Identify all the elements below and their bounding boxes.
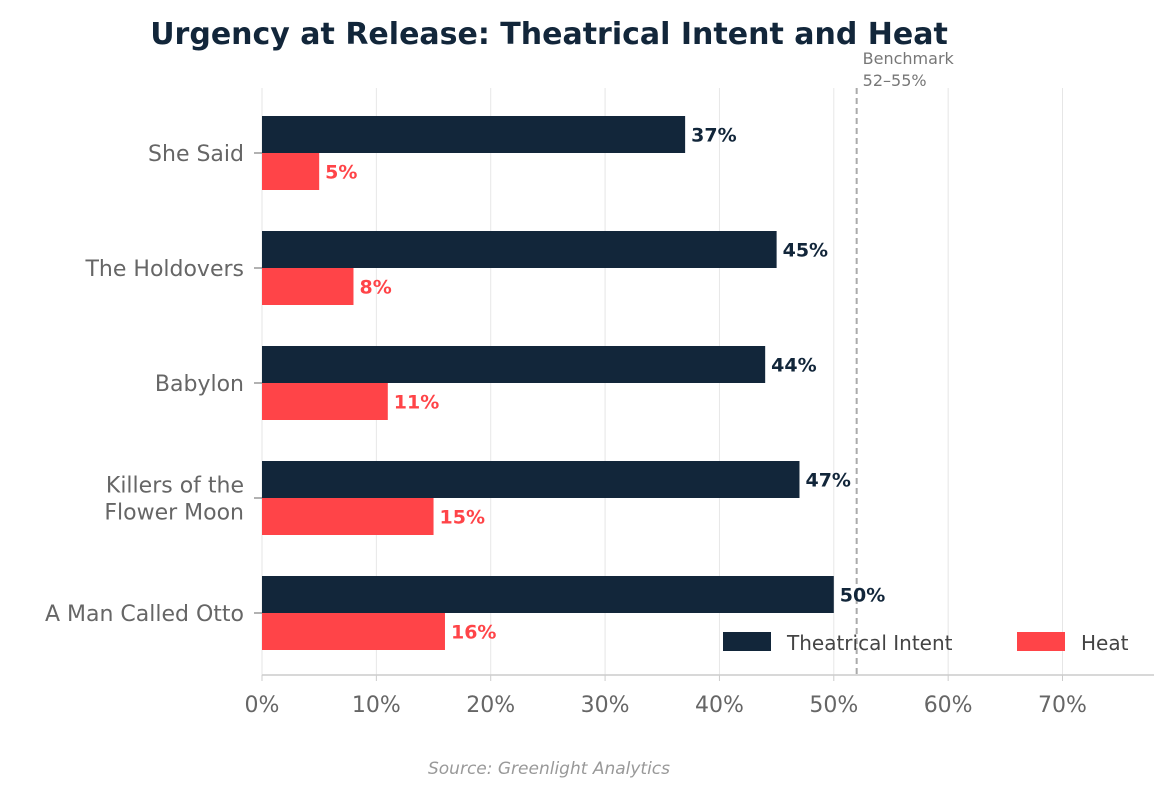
category-label-line: Killers of the <box>106 474 244 499</box>
category-label: She Said <box>148 142 244 167</box>
data-label: 37% <box>691 125 736 147</box>
chart-title: Urgency at Release: Theatrical Intent an… <box>150 17 948 52</box>
legend-swatch <box>723 632 771 651</box>
category-label-line: Babylon <box>155 372 244 397</box>
data-label: 50% <box>840 585 885 607</box>
data-label: 11% <box>394 392 439 414</box>
data-label: 45% <box>783 240 828 262</box>
x-tick-label: 30% <box>581 693 630 718</box>
benchmark-range-label: 52–55% <box>863 71 927 90</box>
category-label: Babylon <box>155 372 244 397</box>
x-tick-label: 60% <box>924 693 973 718</box>
bar-heat <box>262 613 445 650</box>
bar-heat <box>262 153 319 190</box>
bar-theatrical-intent <box>262 576 834 613</box>
chart-svg: Benchmark52–55% 0% 10% 20% 30% 40% 50% 60% 70% S… <box>0 0 1172 796</box>
bar-theatrical-intent <box>262 461 799 498</box>
chart: Benchmark 52–55% 0% 10% 20% 30% 40% 50% 60% 70% S… <box>0 0 1172 796</box>
source-note: Source: Greenlight Analytics <box>428 759 670 779</box>
legend-swatch <box>1017 632 1065 651</box>
x-tick-label: 40% <box>695 693 744 718</box>
data-label: 15% <box>440 507 485 529</box>
x-tick-label: 20% <box>466 693 515 718</box>
data-label: 16% <box>451 622 496 644</box>
x-tick-label: 50% <box>809 693 858 718</box>
bar-theatrical-intent <box>262 346 765 383</box>
category-label-line: She Said <box>148 142 244 167</box>
bar-theatrical-intent <box>262 116 685 153</box>
category-label-line: A Man Called Otto <box>45 602 244 627</box>
axis-layer: 0% 10% 20% 30% 40% 50% 60% 70% She Said The Holdo… <box>45 142 1154 718</box>
category-label: The Holdovers <box>84 257 244 282</box>
legend-label: Heat <box>1081 631 1129 655</box>
data-label: 8% <box>359 277 391 299</box>
bar-heat <box>262 383 388 420</box>
data-label: 5% <box>325 162 357 184</box>
category-label-line: The Holdovers <box>84 257 244 282</box>
bar-heat <box>262 268 353 305</box>
bar-theatrical-intent <box>262 231 777 268</box>
legend: Theatrical Intent Heat <box>723 631 1129 655</box>
legend-label: Theatrical Intent <box>786 631 953 655</box>
bar-heat <box>262 498 434 535</box>
bar-layer <box>262 116 834 650</box>
x-tick-label: 10% <box>352 693 401 718</box>
category-label: A Man Called Otto <box>45 602 244 627</box>
data-label: 44% <box>771 355 816 377</box>
category-label-line: Flower Moon <box>104 501 244 526</box>
x-tick-label: 0% <box>245 693 280 718</box>
data-label: 47% <box>805 470 850 492</box>
x-tick-label: 70% <box>1038 693 1087 718</box>
category-label: Killers of the Flower Moon <box>104 474 244 526</box>
